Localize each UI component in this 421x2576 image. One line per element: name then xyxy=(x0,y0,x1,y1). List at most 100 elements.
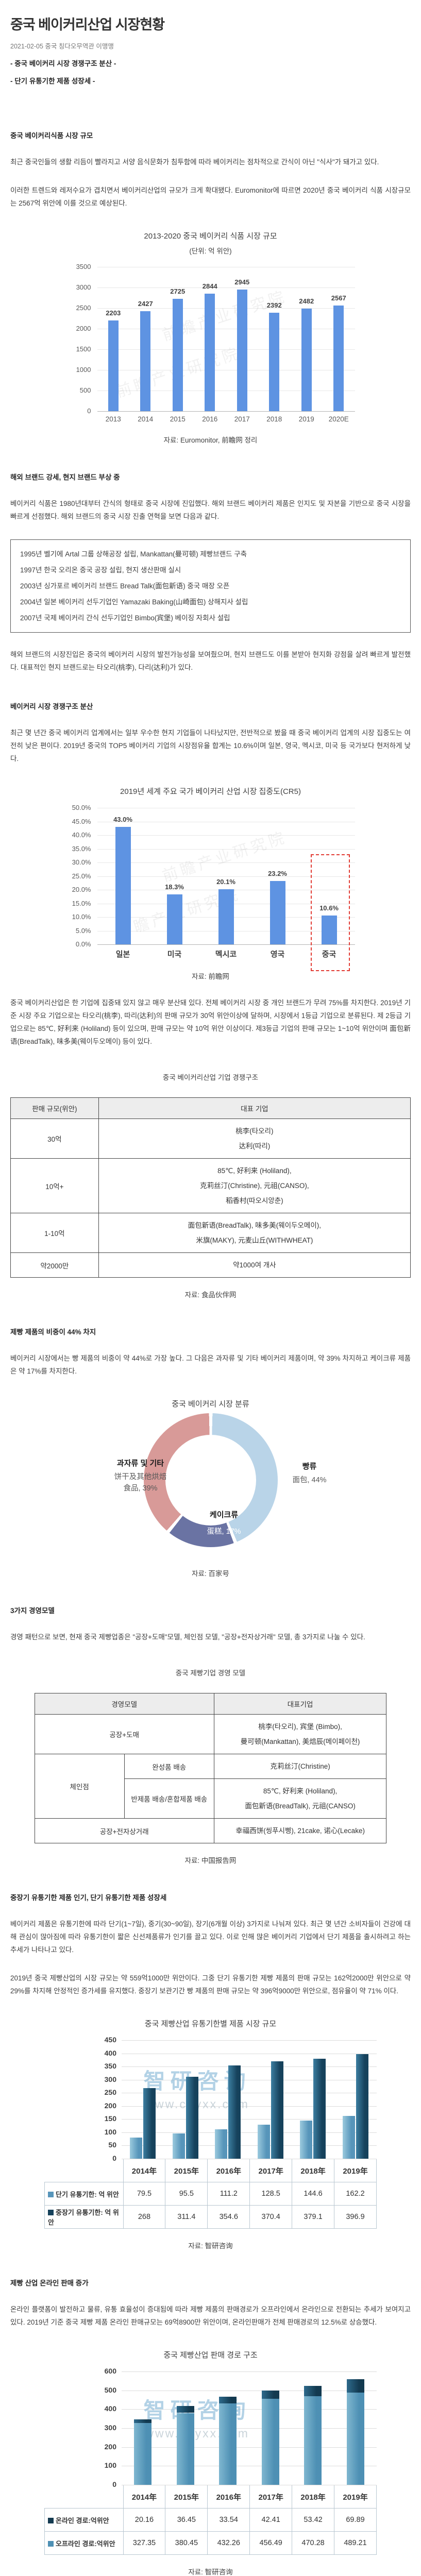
table-cell: 桃李(타오리), 宾堡 (Bimbo), 曼可顿(Mankattan), 美焙辰… xyxy=(213,1714,387,1754)
table-row: 판매 규모(위안) 대표 기업 xyxy=(10,1097,411,1119)
table-cell: 약1000여 개사 xyxy=(98,1252,411,1278)
cell-line: 米旗(MAKY), 元麦山丘(WITHWHEAT) xyxy=(196,1236,313,1244)
section-heading-online-sales: 제빵 산업 온라인 판매 증가 xyxy=(10,2279,89,2287)
table-row: 공장+전자상거래 幸福西饼(씽푸시삥), 21cake, 诺心(Lecake) xyxy=(34,1818,387,1843)
competition-table: 판매 규모(위안) 대표 기업 30억 桃李(타오리) 达利(따리) 10억+ … xyxy=(10,1097,411,1278)
chart-title: 2019년 세계 주요 국가 베이커리 산업 시장 집중도(CR5) xyxy=(120,787,301,796)
chart-title: 중국 제빵산업 유통기한별 제품 시장 규모 xyxy=(144,2020,277,2028)
table-cell: 克莉丝汀(Christine) xyxy=(213,1754,387,1779)
table-cell: 약2000만 xyxy=(10,1252,99,1278)
chart-title: 중국 베이커리 시장 분류 xyxy=(172,1400,249,1409)
chart-source: 자료: 百家号 xyxy=(192,1570,229,1578)
page-title: 중국 베이커리산업 시장현황 xyxy=(10,17,165,32)
table-cell: 체인점 xyxy=(34,1754,125,1819)
cell-line: 克莉丝汀(Christine), 元祖(CANSO), xyxy=(200,1182,309,1190)
cell-line: 稻香村(따오시앙춘) xyxy=(226,1197,283,1205)
table-row: 10억+ 85℃, 好利来 (Holiland), 克莉丝汀(Christine… xyxy=(10,1158,411,1213)
table-source: 자료: 食品伙伴网 xyxy=(184,1291,237,1299)
chart-title: 중국 제빵산업 판매 경로 구조 xyxy=(163,2351,258,2360)
cell-line: 幸福西饼(씽푸시삥), 21cake, 诺心(Lecake) xyxy=(235,1827,365,1835)
paragraph: 이러한 트렌드와 레저수요가 겹치면서 베이커리산업의 규모가 크게 확대됐다.… xyxy=(10,187,411,207)
table-row: 30억 桃李(타오리) 达利(따리) xyxy=(10,1118,411,1159)
chart-plot: 050100150200250300350400450智研咨询www.chyxx… xyxy=(10,2036,411,2229)
chart-source: 자료: 前瞻网 xyxy=(192,973,229,980)
table-cell: 공장+전자상거래 xyxy=(34,1818,214,1843)
chart-market-segments-donut: 중국 베이커리 시장 분류 과자류 및 기타 饼干及其他烘焙 食品, 39% 빵… xyxy=(10,1398,411,1578)
chart-data-table: 2014年 2015年 2016年 2017年 2018年 2019年 온라인 경로:억위안… xyxy=(44,2485,377,2555)
timeline-item: 1995년 벨기에 Artal 그룹 상해공장 설립, Mankattan(曼可… xyxy=(20,550,247,558)
paragraph: 베이커리 식품은 1980년대부터 간식의 형태로 중국 시장에 진입했다. 해… xyxy=(10,500,411,520)
chart-plot: 0500100015002000250030003500前瞻产业研究院前瞻产业研… xyxy=(10,263,411,423)
section-heading-models: 3가지 경영모델 xyxy=(10,1607,55,1615)
cell-line: 85℃, 好利来 (Holiland), xyxy=(263,1787,338,1795)
table-cell: 1-10억 xyxy=(10,1213,99,1253)
paragraph: 최근 중국인들의 생활 리듬이 빨라지고 서양 음식문화가 침투함에 따라 베이… xyxy=(10,158,379,166)
chart-plot: 0 100 200 300 400 500 600 智研咨询 www.chyxx.com 2014… xyxy=(10,2367,411,2555)
cell-line: 达利(따리) xyxy=(239,1142,271,1150)
article: 중국 베이커리산업 시장현황 2021-02-05 중국 칭다오무역관 이맹맹 … xyxy=(0,13,421,2576)
table-row: 경영모델 대표기업 xyxy=(34,1693,387,1715)
table-cell: 幸福西饼(씽푸시삥), 21cake, 诺心(Lecake) xyxy=(213,1818,387,1843)
timeline-item: 2007년 국제 베이커리 간식 선두기업인 Bimbo(宾堡) 베이징 자회사… xyxy=(20,614,230,622)
table-row: 공장+도매 桃李(타오리), 宾堡 (Bimbo), 曼可顿(Mankattan… xyxy=(34,1714,387,1754)
date-byline: 2021-02-05 중국 칭다오무역관 이맹맹 xyxy=(10,43,114,50)
cell-line: 桃李(타오리), 宾堡 (Bimbo), xyxy=(258,1723,342,1731)
table-cell: 공장+도매 xyxy=(34,1714,214,1754)
table-cell: 10억+ xyxy=(10,1158,99,1213)
table-row: 1-10억 面包新语(BreadTalk), 味多美(웨이두오메이), 米旗(M… xyxy=(10,1213,411,1253)
paragraph: 경영 패턴으로 보면, 현재 중국 제빵업종은 "공장+도매"모델, 체인점 모… xyxy=(10,1633,365,1641)
timeline-item: 2004년 일본 베이커리 선두기업인 Yamazaki Baking(山崎面包… xyxy=(20,598,248,606)
paragraph: 베이커리 제품은 유통기한에 따라 단기(1~7일), 중기(30~90일), … xyxy=(10,1920,411,1954)
timeline-item: 2003년 싱가포르 베이커리 브랜드 Bread Talk(面包新语) 중국 … xyxy=(20,582,230,590)
chart-plot: 0.0% 5.0% 10.0% 15.0% 20.0% 25.0% 30.0% 35.0% 40… xyxy=(10,804,411,971)
column-header: 대표 기업 xyxy=(98,1097,411,1119)
table-cell: 85℃, 好利来 (Holiland), 克莉丝汀(Christine), 元祖… xyxy=(98,1158,411,1213)
business-model-table: 경영모델 대표기업 공장+도매 桃李(타오리), 宾堡 (Bimbo), 曼可顿… xyxy=(34,1693,387,1843)
timeline-item: 1997년 한국 오리온 중국 공장 설립, 현지 생산판매 실시 xyxy=(20,566,181,574)
section-heading-competition: 베이커리 시장 경쟁구조 분산 xyxy=(10,703,93,710)
paragraph: 베이커리 시장에서는 빵 제품의 비중이 약 44%로 가장 높다. 그 다음은… xyxy=(10,1354,411,1375)
legend-swatch xyxy=(48,2191,54,2197)
cell-line: 85℃, 好利来 (Holiland), xyxy=(217,1167,292,1175)
chart-subtitle: (단위: 억 위안) xyxy=(189,247,232,255)
section-heading-market-size: 중국 베이커리식품 시장 규모 xyxy=(10,132,93,140)
donut-label-cake: 케이크류 蛋糕, 17% xyxy=(207,1511,241,1536)
paragraph: 해외 브랜드의 시장진입은 중국의 베이커리 시장의 발전가능성을 보여줬으며,… xyxy=(10,651,411,671)
cell-line: 面包新语(BreadTalk), 味多美(웨이두오메이), xyxy=(188,1222,321,1229)
cell-line: 曼可顿(Mankattan), 美焙辰(메이페이천) xyxy=(240,1738,360,1745)
chart-cr5: 2019년 세계 주요 국가 베이커리 산업 시장 집중도(CR5) 0.0% 5… xyxy=(10,786,411,981)
table-title: 중국 베이커리산업 기업 경쟁구조 xyxy=(162,1074,259,1081)
table-cell: 桃李(타오리) 达利(따리) xyxy=(98,1118,411,1159)
chart-shelf-life-market: 중국 제빵산업 유통기한별 제품 시장 규모 0 50 100 150 200 250 30… xyxy=(10,2018,411,2250)
column-header: 판매 규모(위안) xyxy=(10,1097,99,1119)
table-source: 자료: 中国报告网 xyxy=(184,1857,237,1865)
section-heading-shelf-life: 중장기 유통기한 제품 인기, 단기 유통기한 제품 성장세 xyxy=(10,1894,167,1902)
table-cell: 완성품 배송 xyxy=(124,1754,214,1779)
slogan-line: - 중국 베이커리 시장 경쟁구조 분산 - xyxy=(10,60,116,67)
donut-label-cookies: 과자류 및 기타 饼干及其他烘焙 食品, 39% xyxy=(114,1459,167,1493)
cell-line: 桃李(타오리) xyxy=(235,1127,274,1135)
table-row: 반제품 배송/혼합제품 배송 85℃, 好利来 (Holiland), 面包新语… xyxy=(35,1778,387,1819)
cell-line: 面包新语(BreadTalk), 元祖(CANSO) xyxy=(245,1802,356,1810)
table-cell: 30억 xyxy=(10,1118,99,1159)
donut-hole xyxy=(165,1435,256,1526)
table-title: 중국 제빵기업 경영 모델 xyxy=(175,1669,246,1677)
cell-line: 克莉丝汀(Christine) xyxy=(270,1762,330,1770)
column-header: 대표기업 xyxy=(213,1693,387,1715)
chart-source: 자료: Euromonitor, 前瞻网 정리 xyxy=(163,436,258,444)
chart-sales-channels: 중국 제빵산업 판매 경로 구조 0 100 200 300 400 500 600 智研咨询… xyxy=(10,2349,411,2576)
paragraph: 2019년 중국 제빵산업의 시장 규모는 약 559억1000만 위안이다. … xyxy=(10,1974,411,1995)
donut-plot: 과자류 및 기타 饼干及其他烘焙 食品, 39% 빵류 面包, 44% 케이크류… xyxy=(46,1413,376,1556)
legend-swatch xyxy=(48,2517,54,2523)
column-header: 경영모델 xyxy=(34,1693,214,1715)
paragraph: 최근 몇 년간 중국 베이커리 업계에서는 일부 우수한 현지 기업들이 나타났… xyxy=(10,729,411,762)
section-heading-bread-44: 제빵 제품의 비중이 44% 차지 xyxy=(10,1328,96,1336)
chart-source: 자료: 智研咨询 xyxy=(188,2568,233,2576)
paragraph: 온라인 플랫폼이 발전하고 물류, 유통 효율성이 증대됨에 따라 제빵 제품의… xyxy=(10,2306,411,2326)
table-row: 체인점 완성품 배송 克莉丝汀(Christine) xyxy=(34,1754,387,1819)
legend-swatch xyxy=(48,2540,54,2547)
table-row: 약2000만 약1000여 개사 xyxy=(10,1252,411,1278)
table-cell: 반제품 배송/혼합제품 배송 xyxy=(124,1778,214,1819)
timeline-box: 1995년 벨기에 Artal 그룹 상해공장 설립, Mankattan(曼可… xyxy=(10,539,411,633)
